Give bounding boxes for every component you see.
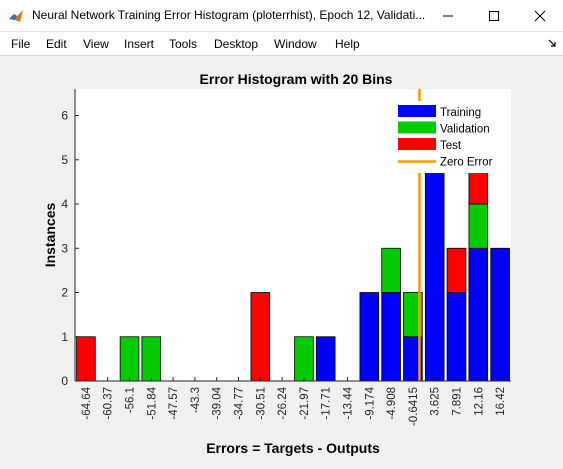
bar-validation-3 [141, 336, 162, 382]
y-tick-label: 6 [61, 109, 68, 123]
menu-window[interactable]: Window [274, 37, 317, 51]
minimize-button[interactable] [425, 0, 471, 32]
y-axis-label: Instances [42, 202, 58, 267]
x-tick-label: 3.625 [430, 387, 442, 416]
y-tick-label: 0 [61, 374, 68, 388]
bar-validation-10 [294, 336, 314, 382]
x-tick-label: -13.44 [343, 386, 355, 419]
x-tick-label: -17.71 [321, 387, 333, 420]
x-tick-label: -60.37 [103, 387, 115, 420]
dock-arrow-icon[interactable] [547, 38, 557, 48]
legend-label: Zero Error [440, 157, 493, 169]
bar-training-16 [424, 159, 445, 382]
bar-test-8 [250, 292, 271, 382]
matlab-icon [9, 10, 23, 22]
bar-validation-15 [403, 292, 423, 338]
menu-view[interactable]: View [83, 37, 109, 51]
menu-bar: File Edit View Insert Tools Desktop Wind… [0, 32, 563, 56]
x-tick-label: -26.24 [277, 386, 289, 419]
menu-desktop[interactable]: Desktop [214, 37, 259, 51]
legend-label: Validation [440, 124, 490, 136]
x-tick-label: -43.3 [190, 387, 202, 413]
menu-tools[interactable]: Tools [169, 37, 198, 51]
legend-swatch-test [398, 138, 436, 150]
y-tick-label: 2 [61, 286, 68, 300]
x-tick-label: -34.77 [234, 387, 246, 420]
error-histogram-chart: Error Histogram with 20 Bins 0 1 2 3 4 5 6 -64.… [42, 71, 511, 456]
x-tick-label: -56.1 [125, 387, 137, 413]
bar-training-11 [315, 336, 336, 382]
bar-training-19 [490, 247, 510, 382]
legend-swatch-training [398, 105, 436, 117]
y-tick-label: 5 [61, 153, 68, 167]
x-tick-label: 12.16 [473, 387, 485, 416]
x-tick-label: -39.04 [212, 386, 224, 419]
x-tick-label: -21.97 [299, 387, 311, 420]
chart-title: Error Histogram with 20 Bins [200, 71, 393, 87]
x-tick-label: -4.908 [386, 387, 398, 420]
bar-validation-18 [468, 203, 489, 249]
bar-training-18 [468, 247, 489, 382]
bar-test-17 [446, 247, 467, 293]
x-tick-label: 7.891 [452, 387, 464, 416]
bar-training-13 [359, 292, 380, 382]
bar-validation-14 [381, 247, 401, 293]
bar-training-14 [381, 292, 401, 382]
x-tick-label: -51.84 [146, 386, 158, 419]
menu-help[interactable]: Help [335, 37, 360, 51]
bar-test-0 [76, 336, 96, 382]
close-icon [534, 10, 546, 22]
bar-training-17 [446, 292, 467, 382]
x-tick-label: -30.51 [255, 387, 267, 420]
minimize-icon [443, 15, 453, 17]
bar-validation-2 [119, 336, 140, 382]
legend-label: Training [440, 107, 481, 119]
x-tick-label: -64.64 [81, 386, 93, 419]
y-tick-label: 1 [61, 330, 68, 344]
menu-file[interactable]: File [11, 37, 31, 51]
menu-insert[interactable]: Insert [124, 37, 155, 51]
y-tick-label: 4 [61, 197, 68, 211]
figure-area: Error Histogram with 20 Bins 0 1 2 3 4 5 6 -64.… [0, 56, 563, 464]
legend-swatch-validation [398, 121, 436, 134]
close-button[interactable] [517, 0, 563, 32]
y-tick-label: 3 [61, 241, 68, 255]
x-tick-label: 16.42 [495, 387, 507, 416]
legend-label: Test [440, 140, 462, 152]
menu-edit[interactable]: Edit [46, 37, 67, 51]
x-axis-label: Errors = Targets - Outputs [206, 440, 380, 456]
window-title: Neural Network Training Error Histogram … [32, 8, 426, 22]
maximize-button[interactable] [471, 0, 517, 32]
x-tick-label: -9.174 [364, 386, 376, 419]
x-tick-label: -47.57 [168, 387, 180, 420]
maximize-icon [489, 11, 499, 21]
title-bar: Neural Network Training Error Histogram … [0, 0, 563, 32]
x-tick-label: -0.6415 [408, 387, 420, 426]
